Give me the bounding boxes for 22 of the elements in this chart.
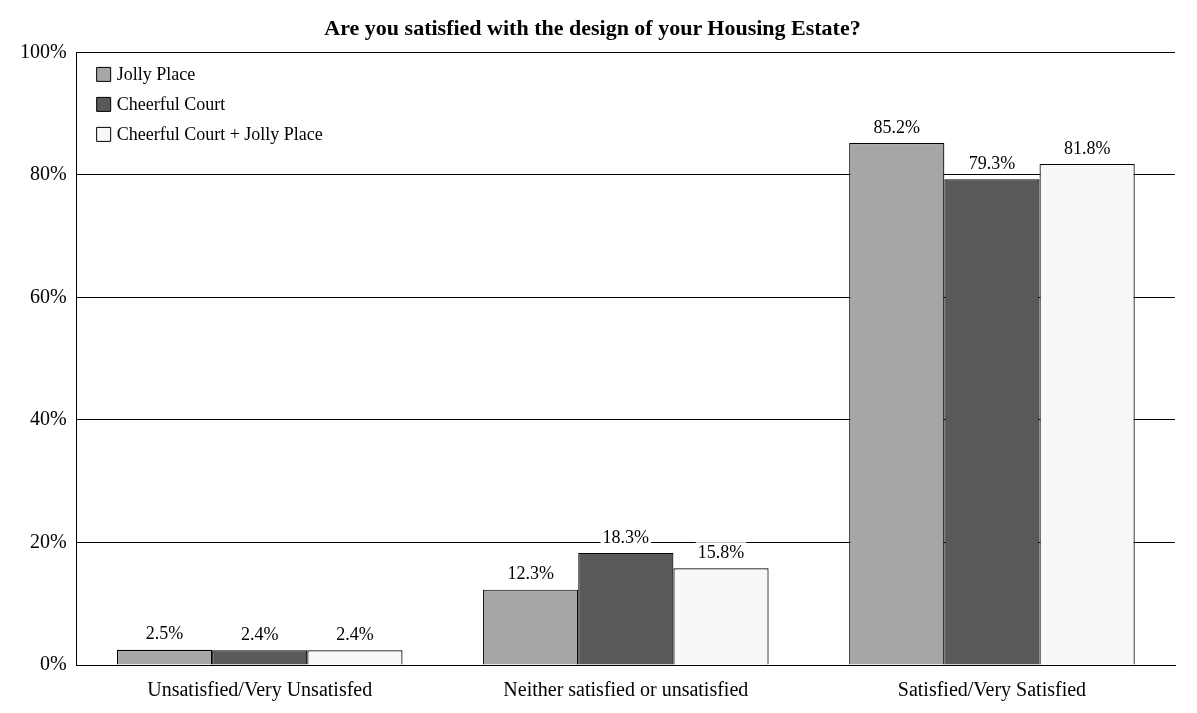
- legend-label: Cheerful Court + Jolly Place: [116, 124, 323, 145]
- y-tick-label: 60%: [29, 284, 67, 307]
- y-tick-label: 20%: [29, 529, 67, 552]
- data-label: 81.8%: [1063, 137, 1111, 158]
- data-label: 2.5%: [145, 623, 184, 644]
- legend-label: Jolly Place: [116, 64, 196, 85]
- data-label: 12.3%: [507, 563, 554, 584]
- data-label: 85.2%: [873, 116, 920, 137]
- data-label: 18.3%: [602, 526, 650, 547]
- y-tick-label: 100%: [19, 39, 67, 62]
- data-label: 15.8%: [697, 541, 745, 562]
- data-label: 2.4%: [240, 624, 279, 645]
- chart-title: Are you satisfied with the design of your Housing Estate?: [324, 14, 861, 40]
- y-tick-label: 40%: [29, 407, 67, 430]
- y-tick-label: 80%: [29, 162, 67, 185]
- x-tick-label: Unsatisfied/Very Unsatisfed: [147, 678, 373, 702]
- data-label: 2.4%: [336, 624, 374, 645]
- y-tick-label: 0%: [39, 652, 67, 675]
- legend-label: Cheerful Court: [116, 94, 226, 115]
- x-tick-label: Neither satisfied or unsatisfied: [503, 678, 749, 701]
- data-label: 79.3%: [968, 152, 1016, 173]
- x-tick-label: Satisfied/Very Satisfied: [897, 678, 1087, 702]
